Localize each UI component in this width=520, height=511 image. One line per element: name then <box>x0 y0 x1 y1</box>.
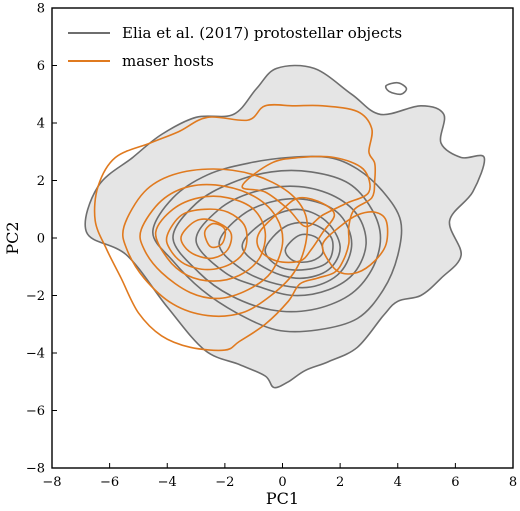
maser-contour-0 <box>93 103 377 352</box>
y-tick-label: −6 <box>26 404 45 419</box>
y-tick-label: −4 <box>26 347 45 362</box>
maser-contour-7 <box>241 155 371 228</box>
y-axis-label: PC2 <box>3 221 22 254</box>
elia-contour-8 <box>384 81 408 96</box>
x-tick-label: 0 <box>278 475 286 490</box>
contours-layer <box>84 64 486 389</box>
maser-contour-6 <box>203 222 227 249</box>
elia-contour-1 <box>151 155 403 333</box>
maser-contour-3 <box>154 195 267 282</box>
maser-contour-9 <box>321 211 389 275</box>
elia-contour-5 <box>241 208 341 280</box>
elia-contour-3 <box>195 185 367 297</box>
y-tick-label: −2 <box>26 289 45 304</box>
y-tick-label: 8 <box>37 2 45 17</box>
x-tick-label: 6 <box>451 475 459 490</box>
legend-label-elia: Elia et al. (2017) protostellar objects <box>122 24 402 42</box>
maser-contour-2 <box>139 183 284 300</box>
elia-contour-4 <box>218 198 353 289</box>
x-tick-label: −6 <box>100 475 119 490</box>
elia-contour-6 <box>264 221 334 271</box>
x-tick-label: 8 <box>509 475 517 490</box>
x-axis-label: PC1 <box>266 489 299 508</box>
elia-contour-2 <box>172 169 382 313</box>
legend: Elia et al. (2017) protostellar objects … <box>68 24 402 70</box>
elia-contour-7 <box>284 233 324 264</box>
y-tick-label: 6 <box>37 59 45 74</box>
x-tick-label: 2 <box>336 475 344 490</box>
y-tick-label: 0 <box>37 232 45 247</box>
maser-contour-4 <box>165 208 248 271</box>
maser-contour-1 <box>122 168 309 318</box>
x-tick-label: 4 <box>394 475 402 490</box>
ticks-layer: −8 −6 −4 −2 0 2 4 6 8 −8 −6 −4 −2 0 2 4 6 8 <box>26 2 517 491</box>
maser-contour-5 <box>180 218 233 260</box>
y-tick-label: 4 <box>37 117 45 132</box>
y-tick-label: −8 <box>26 462 45 477</box>
x-tick-label: −4 <box>158 475 177 490</box>
legend-label-maser: maser hosts <box>122 52 214 70</box>
x-tick-label: −2 <box>215 475 234 490</box>
maser-contour-8 <box>256 196 336 264</box>
x-tick-label: −8 <box>42 475 61 490</box>
y-tick-label: 2 <box>37 174 45 189</box>
